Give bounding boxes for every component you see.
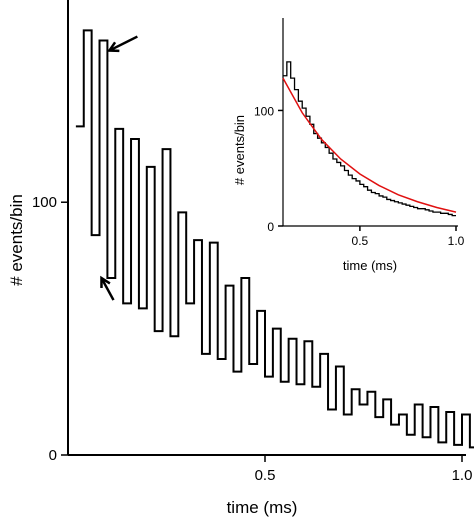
main-y-axis-title: # events/bin [7,194,26,286]
y-tick-label: 0 [267,220,274,234]
annotation-arrow [100,275,115,301]
main-x-axis-title: time (ms) [227,498,298,517]
y-tick-label: 100 [254,104,274,118]
main-histogram-series [75,29,474,449]
y-tick-label: 0 [49,447,57,464]
annotation-arrows [100,35,138,301]
main-y-ticks: 0 100 [32,194,68,464]
x-tick-label: 0.5 [352,234,369,248]
inset-y-ticks: 0 100 [254,104,283,234]
inset-x-axis-title: time (ms) [343,258,397,273]
inset-y-axis-title: # events/bin [232,115,247,185]
x-tick-label: 1.0 [452,467,473,484]
x-tick-label: 1.0 [448,234,465,248]
inset-chart: 0 100 0.5 1.0 time (ms) # events/bin [232,18,465,273]
inset-histogram-series [283,61,456,217]
inset-exponential-fit-curve [282,77,457,213]
x-tick-label: 0.5 [255,467,276,484]
y-tick-label: 100 [32,194,57,211]
annotation-arrow [107,35,138,53]
inset-x-ticks: 0.5 1.0 [352,226,465,248]
main-x-ticks: 0.5 1.0 [255,455,473,484]
